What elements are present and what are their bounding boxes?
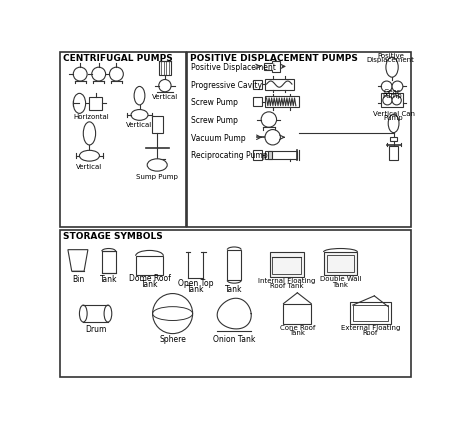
Circle shape: [391, 82, 402, 92]
Text: External Floating: External Floating: [340, 324, 399, 330]
Circle shape: [91, 68, 106, 82]
Ellipse shape: [79, 305, 87, 322]
Circle shape: [73, 68, 87, 82]
Text: Open Top: Open Top: [178, 279, 213, 288]
Text: Tank: Tank: [100, 275, 117, 284]
Text: Roof: Roof: [362, 329, 377, 335]
Ellipse shape: [131, 110, 148, 121]
Text: Tank: Tank: [332, 281, 348, 287]
Bar: [283, 304, 311, 324]
Bar: [268, 152, 271, 159]
Bar: [60, 53, 185, 228]
Ellipse shape: [79, 151, 99, 162]
Bar: [135, 256, 163, 276]
Text: Pump: Pump: [383, 115, 403, 121]
Bar: [388, 147, 397, 161]
Bar: [101, 252, 115, 273]
Text: Vertical: Vertical: [151, 94, 178, 100]
Text: Gear: Gear: [383, 89, 400, 95]
Text: STORAGE SYMBOLS: STORAGE SYMBOLS: [63, 231, 162, 240]
Text: Progressive Cavity: Progressive Cavity: [190, 81, 262, 89]
Bar: [187, 53, 410, 228]
Text: Sump Pump: Sump Pump: [136, 173, 178, 179]
Text: Double Wall: Double Wall: [319, 276, 360, 282]
Text: Positive Displacement: Positive Displacement: [190, 63, 275, 72]
Bar: [381, 94, 402, 108]
Bar: [323, 252, 357, 276]
Bar: [252, 81, 261, 89]
Circle shape: [382, 96, 391, 106]
Bar: [271, 258, 301, 275]
Ellipse shape: [387, 115, 398, 133]
Text: Screw Pump: Screw Pump: [190, 116, 237, 125]
Bar: [264, 97, 298, 108]
Bar: [227, 250, 241, 281]
Circle shape: [109, 68, 123, 82]
Circle shape: [152, 294, 192, 334]
Text: CENTRIFUGAL PUMPS: CENTRIFUGAL PUMPS: [63, 54, 173, 63]
Bar: [269, 252, 303, 277]
Text: Reciprocating Pump: Reciprocating Pump: [190, 151, 267, 160]
Circle shape: [391, 96, 400, 106]
Text: Positive: Positive: [376, 53, 403, 59]
Text: Displacement: Displacement: [366, 58, 414, 63]
Text: Tank: Tank: [140, 279, 158, 288]
Bar: [326, 256, 353, 272]
Text: Dome Roof: Dome Roof: [129, 273, 170, 282]
Text: POSITIVE DISPLACEMENT PUMPS: POSITIVE DISPLACEMENT PUMPS: [190, 54, 358, 63]
Circle shape: [261, 112, 276, 128]
Text: Vertical Can: Vertical Can: [372, 110, 414, 116]
Ellipse shape: [83, 123, 95, 146]
Text: Drum: Drum: [85, 324, 106, 333]
Bar: [60, 230, 409, 377]
Ellipse shape: [385, 58, 397, 78]
Bar: [252, 98, 261, 107]
Text: Bin: Bin: [72, 275, 84, 284]
Text: Vertical: Vertical: [76, 163, 102, 170]
Bar: [252, 151, 261, 160]
Text: Vertical: Vertical: [126, 122, 152, 128]
Text: Roof Tank: Roof Tank: [269, 282, 303, 288]
Circle shape: [381, 82, 391, 92]
Polygon shape: [263, 62, 279, 72]
Ellipse shape: [147, 159, 167, 172]
Ellipse shape: [104, 305, 112, 322]
Text: Internal Floating: Internal Floating: [257, 277, 314, 283]
Circle shape: [158, 81, 171, 92]
Bar: [389, 138, 397, 142]
Text: Sphere: Sphere: [159, 335, 185, 344]
Bar: [349, 302, 391, 324]
Text: Horizontal: Horizontal: [73, 113, 109, 119]
Text: Pump: Pump: [381, 93, 401, 99]
Text: Onion Tank: Onion Tank: [213, 334, 255, 343]
Bar: [89, 98, 101, 110]
Bar: [158, 62, 171, 76]
Text: Cone Roof: Cone Roof: [279, 324, 314, 330]
Circle shape: [264, 130, 280, 146]
Text: Tank: Tank: [225, 284, 242, 293]
Text: Tank: Tank: [289, 329, 305, 335]
Text: Tank: Tank: [186, 284, 204, 293]
Ellipse shape: [134, 87, 145, 106]
Bar: [264, 80, 294, 90]
Bar: [151, 116, 162, 133]
Text: Vacuum Pump: Vacuum Pump: [190, 133, 245, 142]
Text: Screw Pump: Screw Pump: [190, 98, 237, 107]
Ellipse shape: [73, 94, 85, 114]
Bar: [352, 305, 387, 321]
Bar: [264, 152, 297, 159]
Polygon shape: [68, 250, 88, 272]
